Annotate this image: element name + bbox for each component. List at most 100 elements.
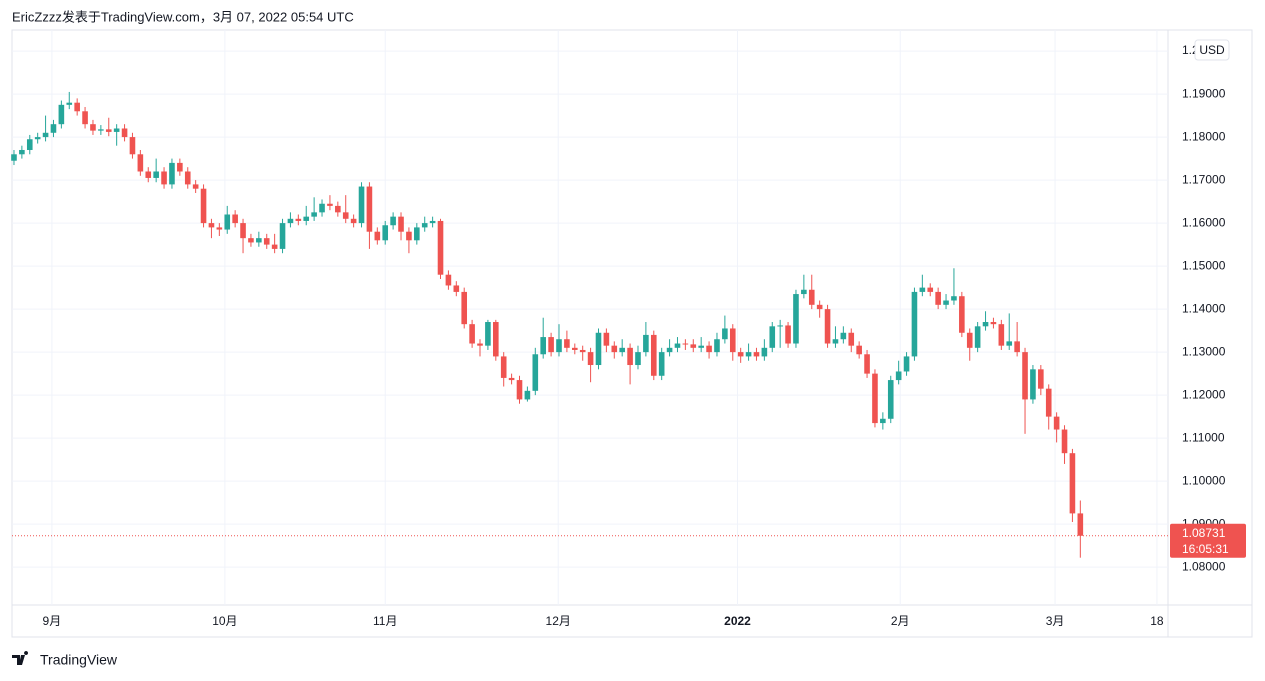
- y-tick-label: 1.13000: [1182, 344, 1226, 358]
- candle-body: [1077, 513, 1084, 536]
- candle-body: [895, 371, 902, 381]
- candle-body: [508, 377, 515, 381]
- countdown: 16:05:31: [1182, 542, 1229, 556]
- candle-body: [161, 171, 167, 185]
- candle-body: [919, 287, 926, 292]
- candle-body: [374, 231, 381, 241]
- currency: USD: [1199, 43, 1225, 57]
- candle-body: [177, 162, 183, 172]
- candle-body: [951, 296, 957, 301]
- candle-body: [1030, 369, 1036, 400]
- candle-body: [50, 124, 57, 133]
- candle-body: [935, 291, 941, 305]
- x-tick-label: 11月: [373, 614, 397, 628]
- candle-body: [208, 223, 215, 228]
- candle-body: [1061, 429, 1068, 454]
- y-tick-label: 1.19000: [1182, 86, 1226, 100]
- y-tick-label: 1.08000: [1182, 559, 1226, 573]
- candle-body: [342, 212, 349, 219]
- candle-body: [153, 171, 159, 178]
- x-tick-label: 12月: [546, 614, 571, 628]
- candle-body: [635, 352, 641, 366]
- x-tick-label: 10月: [212, 614, 237, 628]
- candle-body: [911, 291, 918, 357]
- candle-body: [66, 102, 73, 105]
- candle-body: [903, 356, 910, 372]
- candle-body: [461, 291, 468, 325]
- candle-body: [848, 332, 855, 346]
- candle-body: [548, 337, 554, 353]
- candle-body: [611, 345, 618, 353]
- y-tick-label: 1.16000: [1182, 215, 1226, 229]
- candle-body: [58, 104, 65, 125]
- candle-body: [785, 325, 791, 344]
- candle-body: [453, 285, 460, 292]
- candle-body: [485, 322, 491, 346]
- candle-body: [982, 322, 989, 327]
- candle-body: [11, 154, 17, 161]
- candle-body: [390, 216, 396, 226]
- candle-body: [184, 171, 191, 185]
- candle-body: [801, 289, 807, 295]
- candle-body: [777, 325, 783, 327]
- candle-body: [137, 154, 144, 172]
- candle-body: [816, 304, 823, 310]
- candle-body: [571, 347, 578, 350]
- candle-body: [840, 332, 847, 340]
- candle-body: [1022, 352, 1028, 400]
- candle-body: [1006, 341, 1013, 346]
- candle-body: [737, 352, 744, 357]
- candle-body: [556, 339, 562, 353]
- candle-body: [745, 352, 752, 357]
- candle-body: [832, 339, 839, 344]
- candle-body: [627, 347, 633, 366]
- y-tick-label: 1.14000: [1182, 301, 1226, 315]
- candle-body: [224, 214, 231, 230]
- candle-body: [564, 339, 570, 348]
- candle-body: [232, 214, 238, 224]
- candle-body: [1014, 341, 1020, 353]
- candle-body: [595, 332, 602, 366]
- candle-body: [769, 326, 776, 348]
- y-tick-label: 1.11000: [1182, 430, 1225, 444]
- candle-body: [350, 218, 357, 224]
- candle-body: [706, 345, 712, 353]
- candle-body: [295, 218, 302, 221]
- candle-body: [690, 344, 697, 348]
- candle-body: [319, 203, 325, 213]
- y-tick-label: 1.17000: [1182, 172, 1226, 186]
- candle-body: [729, 328, 736, 353]
- candle-body: [619, 347, 625, 353]
- candle-body: [579, 349, 586, 353]
- candle-body: [943, 300, 949, 305]
- x-tick-label: 9月: [43, 614, 62, 628]
- candle-body: [714, 339, 720, 353]
- candle-body: [398, 216, 404, 232]
- candle-body: [429, 220, 436, 224]
- candle-body: [753, 352, 760, 357]
- candle-body: [666, 347, 673, 353]
- candle-body: [1053, 416, 1060, 430]
- candle-body: [256, 238, 262, 243]
- candle-body: [1069, 453, 1076, 514]
- grid: [12, 30, 1168, 605]
- candle-body: [327, 203, 333, 206]
- candle-body: [303, 216, 310, 221]
- candle-body: [469, 324, 475, 344]
- candle-body: [477, 343, 483, 346]
- header: EricZzzz发表于TradingView.com，3月 07, 2022 0…: [12, 9, 354, 24]
- last-price-label: 1.08731: [1182, 526, 1226, 540]
- candle-body: [382, 225, 389, 241]
- candle-body: [105, 129, 112, 132]
- x-tick-label: 18: [1150, 614, 1164, 628]
- candle-body: [864, 354, 870, 374]
- candle-body: [927, 287, 934, 292]
- candle-body: [169, 162, 175, 185]
- candle-body: [698, 345, 704, 348]
- candle-body: [761, 347, 768, 357]
- y-tick-label: 1.10000: [1182, 473, 1226, 487]
- x-tick-label: 2022: [724, 614, 751, 628]
- candle-body: [793, 294, 799, 344]
- candle-body: [603, 332, 610, 346]
- candle-body: [493, 322, 499, 357]
